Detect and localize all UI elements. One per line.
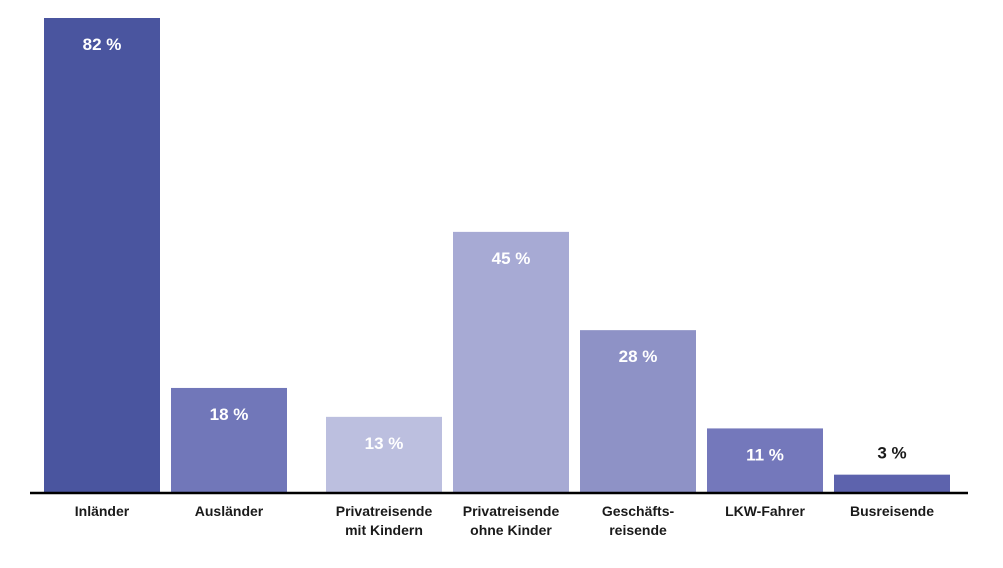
category-label-line: Inländer (75, 503, 130, 519)
value-label-6: 3 % (877, 444, 906, 463)
category-label-line: ohne Kinder (470, 522, 552, 538)
category-label-line: Privatreisende (463, 503, 560, 519)
category-label-line: Ausländer (195, 503, 264, 519)
category-label-6: Busreisende (850, 503, 934, 519)
bar-3 (453, 231, 569, 492)
category-label-2: Privatreisende mit Kindern (336, 503, 433, 538)
category-label-0: Inländer (75, 503, 130, 519)
category-label-line: LKW-Fahrer (725, 503, 805, 519)
bar-4 (580, 330, 696, 492)
category-label-line: Busreisende (850, 503, 934, 519)
category-labels-group: Inländer Ausländer Privatreisende mit Kinde… (75, 503, 934, 538)
category-label-3: Privatreisende ohne Kinder (463, 503, 560, 538)
bar-0 (44, 18, 160, 492)
value-label-0: 82 % (83, 35, 122, 54)
bar-1 (171, 387, 287, 492)
value-label-4: 28 % (619, 347, 658, 366)
value-label-1: 18 % (210, 405, 249, 424)
category-label-1: Ausländer (195, 503, 264, 519)
category-label-line: Privatreisende (336, 503, 433, 519)
category-label-5: LKW-Fahrer (725, 503, 805, 519)
value-label-2: 13 % (365, 434, 404, 453)
bars-group (44, 18, 950, 492)
bar-2 (326, 416, 442, 492)
bar-5 (707, 428, 823, 492)
category-label-line: reisende (609, 522, 667, 538)
bar-6 (834, 474, 950, 492)
category-label-4: Geschäfts-reisende (602, 503, 675, 538)
category-label-line: Geschäfts- (602, 503, 675, 519)
category-label-line: mit Kindern (345, 522, 423, 538)
value-label-3: 45 % (492, 249, 531, 268)
value-label-5: 11 % (746, 445, 784, 464)
value-labels-group: 82 % 18 % 13 % 45 % 28 % 11 % 3 % (83, 35, 907, 464)
